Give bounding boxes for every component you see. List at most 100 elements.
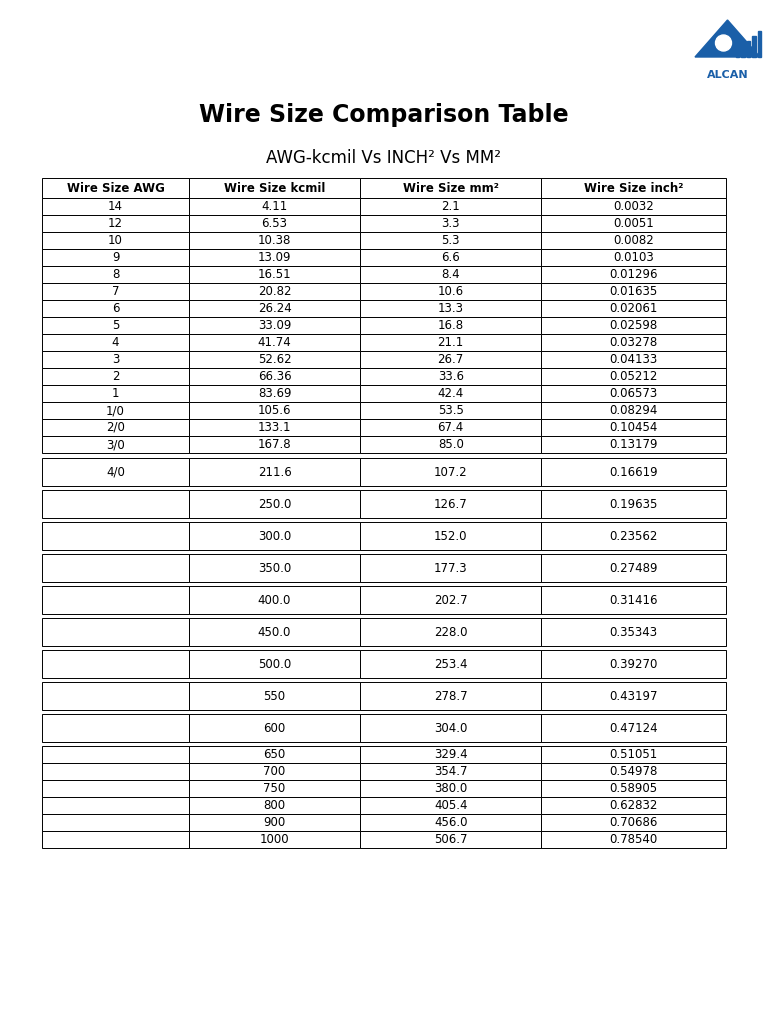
Bar	[42, 317, 189, 334]
Text: 0.58905: 0.58905	[610, 782, 657, 795]
Bar	[189, 714, 360, 742]
Bar	[360, 249, 541, 266]
Text: 506.7: 506.7	[434, 833, 468, 846]
Text: Wire Size AWG: Wire Size AWG	[67, 181, 164, 195]
Text: 278.7: 278.7	[434, 689, 468, 702]
Bar	[541, 419, 726, 436]
Text: 4/0: 4/0	[106, 466, 125, 478]
Text: 0.0051: 0.0051	[614, 217, 654, 230]
Bar	[360, 650, 541, 678]
Bar	[42, 586, 189, 614]
Bar	[757, 31, 761, 57]
Text: 16.51: 16.51	[258, 268, 291, 281]
Bar	[541, 249, 726, 266]
Bar	[189, 831, 360, 848]
Bar	[42, 266, 189, 283]
Bar	[360, 368, 541, 385]
Text: 0.62832: 0.62832	[610, 799, 658, 812]
Bar	[189, 266, 360, 283]
Bar	[360, 402, 541, 419]
Bar	[189, 490, 360, 518]
Bar	[42, 402, 189, 419]
Text: 42.4: 42.4	[438, 387, 464, 400]
Bar	[541, 797, 726, 814]
Bar	[360, 232, 541, 249]
Bar	[541, 458, 726, 486]
Bar	[42, 368, 189, 385]
Text: 9: 9	[112, 251, 119, 264]
Text: 7: 7	[112, 285, 119, 298]
Bar	[42, 300, 189, 317]
Text: 0.0103: 0.0103	[614, 251, 654, 264]
Text: 0.23562: 0.23562	[610, 529, 658, 543]
Bar	[189, 368, 360, 385]
Bar	[360, 266, 541, 283]
Bar	[360, 385, 541, 402]
Text: 900: 900	[263, 816, 286, 829]
Text: 126.7: 126.7	[434, 498, 468, 511]
Bar	[42, 831, 189, 848]
Text: 0.47124: 0.47124	[609, 722, 658, 734]
Bar	[360, 334, 541, 351]
Bar	[360, 763, 541, 780]
Text: 0.13179: 0.13179	[610, 438, 658, 451]
Bar	[360, 215, 541, 232]
Bar	[360, 618, 541, 646]
Text: ALCAN: ALCAN	[707, 70, 748, 80]
Text: 4: 4	[112, 336, 119, 349]
Bar	[752, 36, 756, 57]
Text: 0.0032: 0.0032	[614, 200, 654, 213]
Bar	[360, 198, 541, 215]
Text: 1: 1	[112, 387, 119, 400]
Bar	[189, 682, 360, 710]
Bar	[541, 215, 726, 232]
Text: 2/0: 2/0	[106, 421, 125, 434]
Bar	[541, 831, 726, 848]
Circle shape	[716, 35, 731, 51]
Bar	[42, 780, 189, 797]
Bar	[541, 586, 726, 614]
Text: 0.31416: 0.31416	[610, 594, 658, 606]
Text: 1/0: 1/0	[106, 404, 125, 417]
Text: 600: 600	[263, 722, 286, 734]
Text: 14: 14	[108, 200, 123, 213]
Text: 0.27489: 0.27489	[610, 561, 658, 574]
Bar	[541, 334, 726, 351]
Text: 0.39270: 0.39270	[610, 657, 658, 671]
Text: 6.6: 6.6	[442, 251, 460, 264]
Text: 8.4: 8.4	[442, 268, 460, 281]
Bar	[746, 41, 750, 57]
Text: 5.3: 5.3	[442, 234, 460, 247]
Text: 53.5: 53.5	[438, 404, 464, 417]
Bar	[189, 215, 360, 232]
Bar	[42, 249, 189, 266]
Bar	[541, 178, 726, 198]
Text: 2.1: 2.1	[442, 200, 460, 213]
Bar	[189, 554, 360, 582]
Bar	[42, 814, 189, 831]
Bar	[189, 763, 360, 780]
Text: 33.6: 33.6	[438, 370, 464, 383]
Text: 0.51051: 0.51051	[610, 748, 657, 761]
Bar	[42, 554, 189, 582]
Bar	[360, 522, 541, 550]
Bar	[42, 714, 189, 742]
Text: 3.3: 3.3	[442, 217, 460, 230]
Text: 0.03278: 0.03278	[610, 336, 657, 349]
Bar	[42, 334, 189, 351]
Text: 0.01635: 0.01635	[610, 285, 657, 298]
Bar	[541, 522, 726, 550]
Text: 10.38: 10.38	[258, 234, 291, 247]
Bar	[360, 814, 541, 831]
Bar	[360, 714, 541, 742]
Text: 250.0: 250.0	[258, 498, 291, 511]
Bar	[541, 385, 726, 402]
Text: 0.54978: 0.54978	[610, 765, 658, 778]
Bar	[189, 317, 360, 334]
Text: 83.69: 83.69	[258, 387, 291, 400]
Text: 550: 550	[263, 689, 286, 702]
Bar	[42, 682, 189, 710]
Text: 133.1: 133.1	[258, 421, 291, 434]
Text: 0.19635: 0.19635	[610, 498, 658, 511]
Text: 0.06573: 0.06573	[610, 387, 657, 400]
